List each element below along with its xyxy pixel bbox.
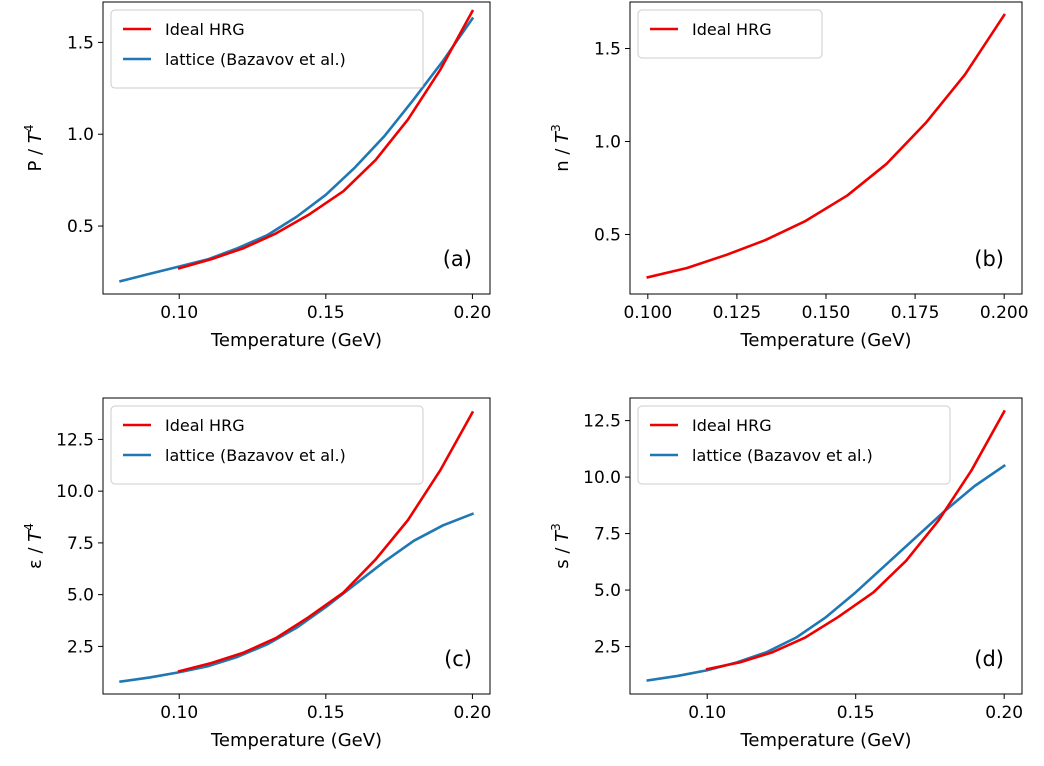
x-tick-label: 0.15 bbox=[307, 303, 345, 323]
panel-label: (b) bbox=[974, 247, 1004, 271]
legend-box bbox=[637, 9, 823, 59]
y-tick-label: 1.5 bbox=[67, 33, 94, 53]
x-tick-label: 0.150 bbox=[802, 303, 851, 323]
panel-label: (c) bbox=[444, 647, 472, 671]
y-tick-label: 7.5 bbox=[594, 525, 621, 545]
panel-c: 0.10 0.15 0.20 2.5 5.0 7.5 10.0 12.5 Temperature… bbox=[22, 397, 491, 751]
x-tick-label: 0.175 bbox=[891, 303, 940, 323]
axes-frame-c bbox=[102, 397, 491, 695]
legend-entry: lattice (Bazavov et al.) bbox=[692, 446, 873, 465]
y-axis-label: s / T3 bbox=[549, 523, 573, 569]
x-tick-label: 0.100 bbox=[623, 303, 672, 323]
panel-a: 0.10 0.15 0.20 0.5 1.0 1.5 Temperature (GeV) P … bbox=[22, 1, 491, 351]
x-axis-label: Temperature (GeV) bbox=[210, 730, 382, 751]
legend-entry: Ideal HRG bbox=[165, 20, 245, 39]
x-tick-label: 0.200 bbox=[980, 303, 1029, 323]
axes-frame-d bbox=[629, 397, 1023, 695]
y-tick-label: 2.5 bbox=[594, 638, 621, 658]
y-tick-label: 12.5 bbox=[56, 430, 94, 450]
y-tick-label: 12.5 bbox=[583, 412, 621, 432]
y-axis-label: n / T3 bbox=[549, 124, 573, 172]
x-axis-label: Temperature (GeV) bbox=[739, 730, 911, 751]
legend: Ideal HRG lattice (Bazavov et al.) bbox=[637, 405, 951, 485]
y-tick-label: 7.5 bbox=[67, 534, 94, 554]
legend-box bbox=[637, 405, 951, 485]
panel-label: (d) bbox=[974, 647, 1004, 671]
legend-entry: Ideal HRG bbox=[692, 416, 772, 435]
x-tick-label: 0.15 bbox=[307, 703, 345, 723]
legend-box bbox=[110, 405, 424, 485]
legend-entry: Ideal HRG bbox=[165, 416, 245, 435]
y-tick-label: 5.0 bbox=[67, 586, 94, 606]
y-tick-label: 1.0 bbox=[594, 132, 621, 152]
x-tick-label: 0.15 bbox=[837, 703, 875, 723]
series-line-c-1 bbox=[119, 512, 475, 684]
series-line-d-0 bbox=[705, 409, 1006, 671]
legend-box bbox=[110, 9, 424, 89]
series-line-b-0 bbox=[646, 13, 1006, 279]
legend-entry: lattice (Bazavov et al.) bbox=[165, 446, 346, 465]
axes-frame-a bbox=[102, 1, 491, 295]
y-tick-label: 2.5 bbox=[67, 637, 94, 657]
x-tick-label: 0.20 bbox=[985, 703, 1023, 723]
x-tick-label: 0.10 bbox=[160, 303, 198, 323]
x-axis-label: Temperature (GeV) bbox=[210, 330, 382, 351]
y-axis-label: ε / T4 bbox=[22, 523, 46, 569]
y-tick-label: 1.5 bbox=[594, 39, 621, 59]
x-tick-label: 0.10 bbox=[688, 703, 726, 723]
y-tick-label: 10.0 bbox=[56, 482, 94, 502]
y-tick-label: 5.0 bbox=[594, 581, 621, 601]
x-axis-label: Temperature (GeV) bbox=[739, 330, 911, 351]
y-tick-label: 10.0 bbox=[583, 468, 621, 488]
x-tick-label: 0.10 bbox=[160, 703, 198, 723]
y-tick-label: 1.0 bbox=[67, 125, 94, 145]
legend-entry: Ideal HRG bbox=[692, 20, 772, 39]
legend: Ideal HRG lattice (Bazavov et al.) bbox=[110, 9, 424, 89]
panel-label: (a) bbox=[443, 247, 472, 271]
series-line-a-1 bbox=[119, 16, 475, 283]
series-line-a-0 bbox=[177, 9, 475, 270]
x-tick-label: 0.125 bbox=[713, 303, 762, 323]
series-line-c-0 bbox=[177, 410, 475, 673]
legend: Ideal HRG lattice (Bazavov et al.) bbox=[110, 405, 424, 485]
y-axis-label: P / T4 bbox=[22, 124, 46, 171]
y-tick-label: 0.5 bbox=[67, 217, 94, 237]
x-tick-label: 0.20 bbox=[453, 703, 491, 723]
legend-entry: lattice (Bazavov et al.) bbox=[165, 50, 346, 69]
series-line-d-1 bbox=[646, 463, 1006, 682]
y-tick-label: 0.5 bbox=[594, 225, 621, 245]
panel-d: 0.10 0.15 0.20 2.5 5.0 7.5 10.0 12.5 Temperature… bbox=[549, 397, 1023, 751]
x-tick-label: 0.20 bbox=[453, 303, 491, 323]
legend: Ideal HRG bbox=[637, 9, 823, 59]
panel-b: 0.100 0.125 0.150 0.175 0.200 0.5 1.0 1.5 Temper… bbox=[549, 1, 1029, 351]
